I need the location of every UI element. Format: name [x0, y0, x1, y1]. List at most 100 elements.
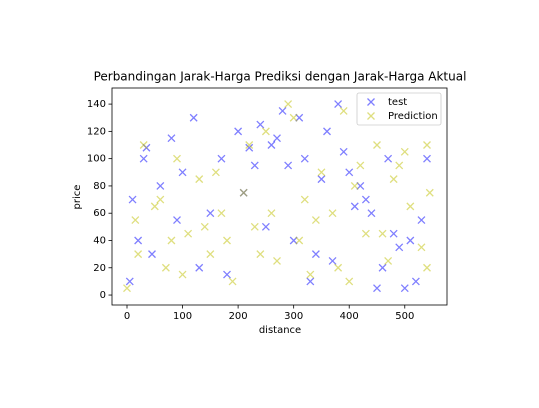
- point: [156, 181, 165, 190]
- point: [200, 222, 209, 231]
- point: [256, 120, 265, 129]
- x-tick-label: 100: [173, 311, 192, 322]
- point: [378, 229, 387, 238]
- y-tick-label: 120: [87, 126, 106, 137]
- point: [284, 100, 293, 109]
- y-axis-label: price: [72, 185, 83, 210]
- point: [345, 168, 354, 177]
- y-tick-label: 40: [93, 235, 106, 246]
- point: [334, 263, 343, 272]
- point: [125, 277, 134, 286]
- point: [356, 161, 365, 170]
- point: [384, 154, 393, 163]
- point: [350, 202, 359, 211]
- point: [395, 161, 404, 170]
- point: [267, 141, 276, 149]
- point: [261, 222, 270, 231]
- point: [367, 209, 376, 218]
- point: [256, 250, 265, 259]
- point: [284, 161, 293, 170]
- point: [400, 147, 409, 156]
- point: [295, 236, 304, 245]
- point: [195, 175, 204, 184]
- legend-box: [356, 92, 442, 126]
- point: [378, 263, 387, 272]
- legend-label: Prediction: [388, 111, 438, 122]
- point: [211, 168, 220, 177]
- point: [189, 113, 198, 122]
- point: [373, 141, 381, 149]
- point: [261, 127, 270, 136]
- point: [206, 209, 215, 218]
- x-tick-label: 0: [124, 311, 130, 322]
- x-tick-label: 200: [229, 311, 248, 322]
- point: [406, 236, 415, 245]
- point: [195, 263, 204, 272]
- point: [267, 209, 276, 218]
- point: [389, 229, 398, 238]
- point: [311, 216, 320, 224]
- x-tick-label: 400: [340, 311, 359, 322]
- x-axis-label: distance: [259, 325, 301, 336]
- point: [167, 236, 176, 245]
- point: [423, 141, 431, 149]
- point: [389, 175, 398, 184]
- point: [350, 181, 359, 190]
- point: [361, 195, 370, 204]
- point: [134, 250, 143, 259]
- y-tick-label: 20: [93, 263, 106, 274]
- point: [173, 154, 181, 163]
- legend-label: test: [388, 97, 407, 108]
- point: [317, 175, 326, 184]
- point: [339, 147, 348, 156]
- point: [300, 195, 309, 204]
- point: [417, 216, 426, 224]
- point: [411, 277, 420, 286]
- point: [300, 154, 309, 163]
- point: [334, 100, 343, 109]
- point: [228, 277, 237, 286]
- point: [217, 209, 226, 218]
- point: [178, 168, 187, 177]
- point: [311, 250, 320, 259]
- point: [139, 154, 148, 163]
- point: [289, 113, 298, 122]
- point: [223, 236, 231, 245]
- y-tick-label: 80: [93, 181, 106, 192]
- y-tick-label: 100: [87, 154, 106, 165]
- point: [239, 188, 248, 197]
- point: [178, 270, 187, 279]
- point: [245, 143, 254, 152]
- point: [361, 229, 370, 238]
- axes-frame: [111, 87, 448, 306]
- y-tick-label: 140: [87, 99, 106, 110]
- point: [384, 256, 393, 265]
- point: [273, 134, 281, 143]
- point: [345, 277, 354, 286]
- point: [148, 250, 156, 259]
- point: [250, 222, 259, 231]
- point: [217, 154, 226, 163]
- point: [306, 277, 315, 286]
- point: [123, 284, 131, 293]
- point: [131, 216, 140, 224]
- point: [395, 243, 404, 252]
- point: [156, 195, 165, 204]
- point: [417, 243, 426, 252]
- point: [317, 168, 326, 177]
- point: [150, 202, 159, 211]
- legend-marker: [367, 112, 375, 120]
- point: [406, 202, 415, 211]
- point: [423, 154, 431, 163]
- point: [425, 188, 434, 197]
- y-tick-label: 0: [100, 290, 106, 301]
- point: [323, 127, 331, 136]
- x-tick-label: 300: [284, 311, 303, 322]
- point: [128, 195, 137, 204]
- point: [234, 127, 243, 136]
- legend-marker: [367, 98, 375, 106]
- point: [278, 106, 287, 115]
- point: [161, 263, 170, 272]
- point: [167, 134, 176, 143]
